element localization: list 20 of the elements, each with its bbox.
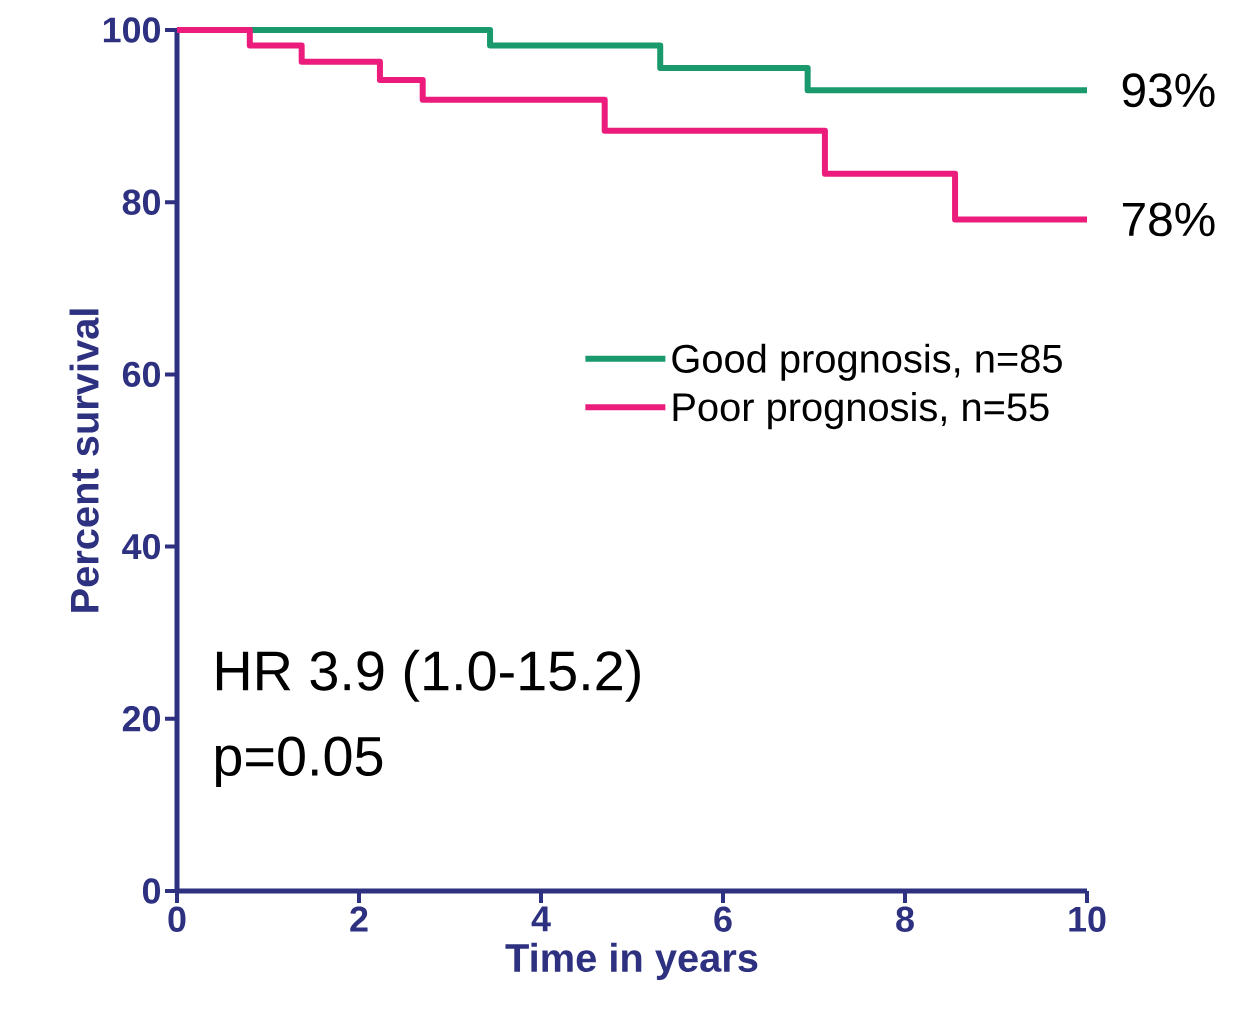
y-tick-label: 20 [122,706,160,732]
x-tick-label: 4 [531,906,551,932]
x-tick-label: 8 [896,906,914,932]
y-tick-label: 80 [122,189,160,215]
y-tick-label: 40 [122,533,160,560]
x-axis-title: Time in years [505,942,758,980]
x-tick-label: 6 [714,906,732,932]
x-tick-label: 0 [168,906,186,932]
x-tick-label: 2 [350,906,368,932]
annotation: p=0.05 [215,736,383,788]
legend-label: Poor prognosis, n=55 [673,392,1049,430]
annotation: 93% [1122,73,1215,108]
legend-label: Good prognosis, n=85 [672,343,1062,381]
y-tick-label: 100 [103,17,160,43]
annotation: 78% [1122,202,1215,237]
y-tick-label: 60 [122,361,160,388]
y-axis-title: Percent survival [69,309,99,612]
x-tick-label: 10 [1069,906,1106,932]
annotation: HR 3.9 (1.0-15.2) [216,649,640,702]
y-tick-label: 0 [142,878,161,904]
